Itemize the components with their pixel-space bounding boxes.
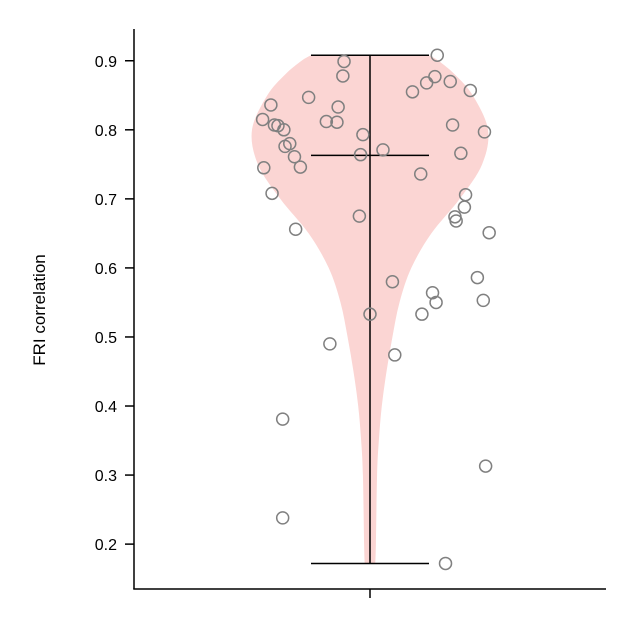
data-point — [470, 270, 485, 285]
data-point — [257, 161, 271, 175]
data-point — [405, 85, 420, 99]
data-point — [277, 123, 291, 137]
data-point — [482, 225, 496, 240]
y-tick-label: 0.9 — [95, 54, 117, 71]
data-point — [430, 48, 445, 62]
data-point — [425, 286, 440, 300]
y-tick-label: 0.8 — [95, 123, 117, 140]
y-tick-label: 0.4 — [95, 399, 117, 416]
points-layer — [255, 48, 496, 571]
data-point — [330, 115, 344, 129]
data-point — [337, 54, 351, 69]
data-point — [353, 147, 368, 162]
data-point — [415, 307, 429, 321]
data-point — [331, 100, 345, 114]
data-point — [352, 209, 367, 223]
data-point — [385, 274, 400, 289]
data-point — [429, 295, 443, 310]
data-point — [293, 160, 308, 174]
data-point — [255, 112, 270, 127]
data-point — [413, 167, 428, 181]
ticks-layer: 0.2 0.3 0.4 0.5 0.6 0.7 0.8 0.9 — [95, 54, 134, 554]
data-point — [457, 200, 472, 214]
data-point — [287, 149, 302, 164]
y-tick-label: 0.7 — [95, 192, 117, 209]
data-point — [419, 76, 434, 90]
data-point — [301, 90, 316, 105]
data-point — [478, 459, 493, 473]
data-point — [388, 348, 402, 362]
data-point — [363, 307, 377, 321]
data-point — [356, 127, 370, 142]
data-point — [265, 186, 279, 201]
data-point — [278, 139, 292, 154]
data-point — [288, 222, 303, 236]
data-point — [336, 69, 350, 83]
y-tick-label: 0.3 — [95, 468, 117, 485]
data-point — [264, 98, 278, 112]
data-point — [376, 143, 390, 157]
y-axis-label: FRI correlation — [30, 254, 49, 365]
data-point — [449, 214, 463, 228]
data-point — [438, 556, 453, 571]
data-point — [323, 337, 337, 351]
data-point — [275, 412, 290, 426]
axes-layer — [133, 29, 606, 598]
data-point — [275, 511, 290, 525]
data-point — [454, 146, 468, 161]
data-point — [476, 293, 491, 308]
data-point — [443, 74, 457, 89]
stats-layer — [311, 54, 429, 565]
data-point — [319, 114, 334, 129]
y-tick-label: 0.2 — [95, 537, 117, 554]
data-point — [463, 83, 478, 98]
y-tick-label: 0.5 — [95, 330, 117, 347]
y-tick-label: 0.6 — [95, 261, 117, 278]
data-point — [477, 125, 492, 139]
data-point — [445, 118, 460, 132]
